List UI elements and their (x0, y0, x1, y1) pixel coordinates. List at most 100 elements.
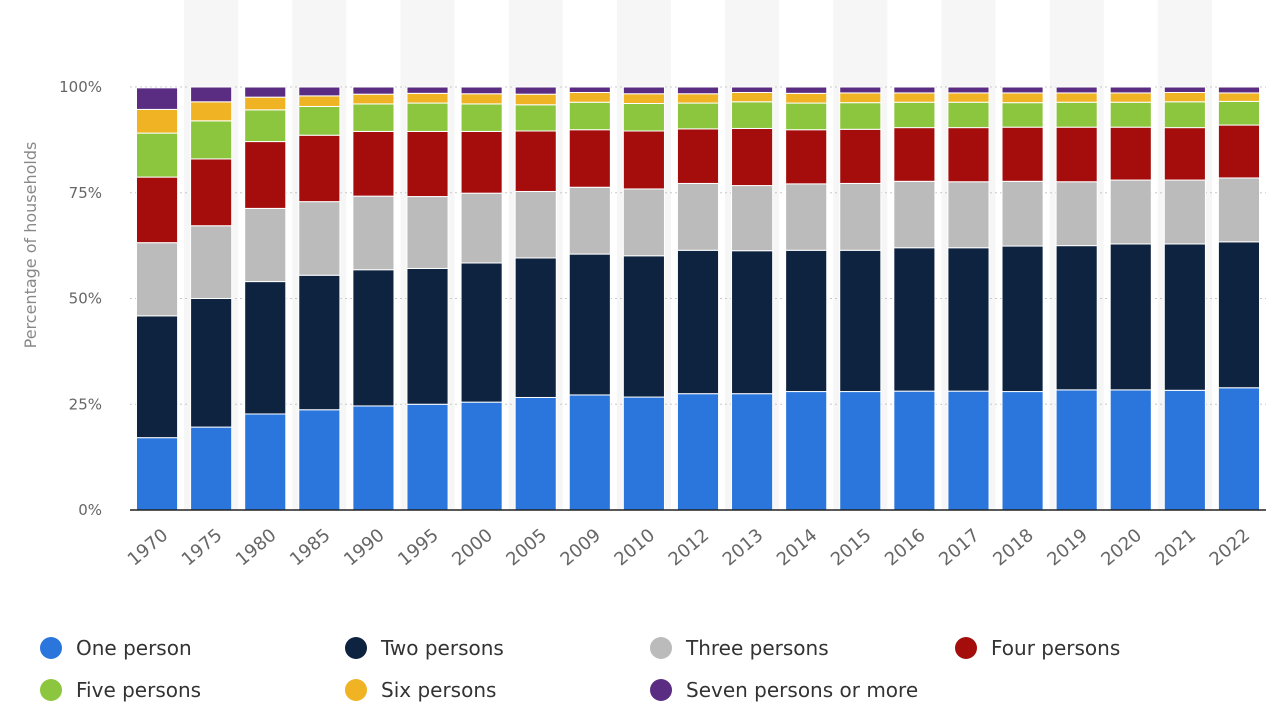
bar-segment-four-persons (514, 130, 557, 192)
x-tick-label: 2021 (1151, 525, 1200, 571)
bar-segment-five-persons (514, 104, 557, 132)
bar-segment-three-persons (135, 242, 179, 317)
x-tick-label: 2010 (611, 525, 660, 571)
bar-stack (406, 86, 449, 511)
x-tick-label: 2014 (773, 525, 822, 571)
bar-segment-three-persons (731, 185, 774, 252)
bar-segment-three-persons (622, 188, 665, 257)
bar-stack (1001, 86, 1044, 511)
bar-segment-six-persons (298, 95, 341, 107)
x-tick-label: 1990 (340, 525, 389, 571)
bar-segment-three-persons (352, 195, 395, 271)
bar-segment-one-person (731, 393, 774, 511)
bar-segment-three-persons (406, 196, 449, 269)
bar-segment-five-persons (947, 101, 990, 129)
legend-swatch-icon (40, 637, 62, 659)
x-axis-ticks: 1970 1975 1980 1985 1990 1995 2000 2005 2009 2010… (124, 525, 1254, 571)
bar-segment-one-person (190, 426, 233, 511)
legend-item[interactable]: Seven persons or more (650, 675, 918, 705)
legend-item[interactable]: Six persons (345, 675, 496, 705)
x-tick-label: 2020 (1097, 525, 1146, 571)
bar-segment-seven-persons-or-more (460, 86, 503, 95)
bar-segment-five-persons (190, 120, 233, 160)
bar-segment-five-persons (460, 103, 503, 132)
bar-segment-four-persons (785, 129, 828, 185)
bar-segment-four-persons (190, 158, 233, 227)
x-tick-label: 1970 (124, 525, 173, 571)
x-tick-label: 1985 (286, 525, 335, 571)
bar-segment-five-persons (352, 103, 395, 132)
bar-segment-five-persons (244, 109, 287, 143)
bar-segment-six-persons (893, 92, 936, 103)
legend-item[interactable]: Five persons (40, 675, 201, 705)
bar-segment-two-persons (731, 250, 774, 395)
bar-segment-six-persons (190, 101, 233, 122)
bar-segment-five-persons (1217, 100, 1261, 126)
bar-segment-five-persons (1055, 101, 1098, 128)
bar-segment-seven-persons-or-more (947, 86, 990, 94)
y-tick-label: 0% (78, 501, 102, 519)
bar-segment-seven-persons-or-more (622, 86, 665, 95)
x-tick-label: 2012 (665, 525, 714, 571)
bar-segment-four-persons (406, 130, 449, 198)
bar-segment-one-person (1055, 389, 1098, 511)
bar-stack (298, 86, 341, 511)
bar-segment-three-persons (839, 182, 882, 251)
bar-segment-one-person (568, 394, 611, 511)
bar-segment-one-person (514, 396, 557, 511)
bar-segment-four-persons (298, 134, 341, 203)
bar-segment-three-persons (676, 182, 720, 251)
bar-segment-one-person (947, 390, 990, 511)
bar-segment-five-persons (622, 102, 665, 132)
bar-segment-seven-persons-or-more (1163, 86, 1206, 93)
bar-segment-two-persons (514, 257, 557, 398)
bar-segment-five-persons (1163, 101, 1206, 129)
legend-item[interactable]: Four persons (955, 633, 1120, 663)
bar-segment-five-persons (1001, 102, 1044, 128)
bar-segment-three-persons (1217, 177, 1261, 243)
x-tick-label: 2000 (448, 525, 497, 571)
bar-stack (514, 86, 557, 511)
legend-label: Four persons (991, 636, 1121, 660)
bar-segment-four-persons (1163, 127, 1206, 181)
bar-stack (1163, 86, 1206, 511)
bar-segment-three-persons (1055, 181, 1098, 247)
bar-segment-six-persons (514, 93, 557, 106)
bar-stack (1109, 86, 1152, 511)
bar-segment-two-persons (785, 249, 828, 393)
bar-segment-seven-persons-or-more (1001, 86, 1044, 94)
bar-segment-two-persons (893, 247, 936, 392)
bar-stack (244, 86, 287, 511)
bar-segment-seven-persons-or-more (785, 86, 828, 94)
legend-swatch-icon (955, 637, 977, 659)
bar-segment-six-persons (568, 91, 611, 103)
bar-segment-two-persons (352, 269, 395, 407)
bar-stacks (135, 86, 1261, 511)
x-tick-label: 2016 (881, 525, 930, 571)
bar-segment-seven-persons-or-more (676, 86, 720, 95)
bar-stack (460, 86, 503, 511)
bar-segment-seven-persons-or-more (406, 86, 449, 94)
bar-segment-five-persons (839, 102, 882, 130)
bar-stack (731, 86, 774, 511)
bar-segment-two-persons (406, 267, 449, 405)
bar-segment-one-person (244, 413, 287, 511)
x-tick-label: 2015 (827, 525, 876, 571)
bar-segment-five-persons (568, 101, 611, 131)
bar-stack (190, 86, 233, 511)
bar-segment-five-persons (785, 102, 828, 131)
legend-item[interactable]: One person (40, 633, 192, 663)
bar-segment-two-persons (460, 262, 503, 403)
legend-label: Five persons (76, 678, 202, 702)
bar-segment-two-persons (622, 255, 665, 398)
bar-stack (1055, 86, 1098, 511)
bar-stack (676, 86, 720, 511)
bar-segment-six-persons (1109, 92, 1152, 103)
legend-item[interactable]: Three persons (650, 633, 829, 663)
legend-swatch-icon (650, 637, 672, 659)
bar-stack (568, 86, 611, 511)
bar-segment-three-persons (893, 180, 936, 249)
bar-segment-six-persons (947, 92, 990, 103)
legend-item[interactable]: Two persons (345, 633, 504, 663)
